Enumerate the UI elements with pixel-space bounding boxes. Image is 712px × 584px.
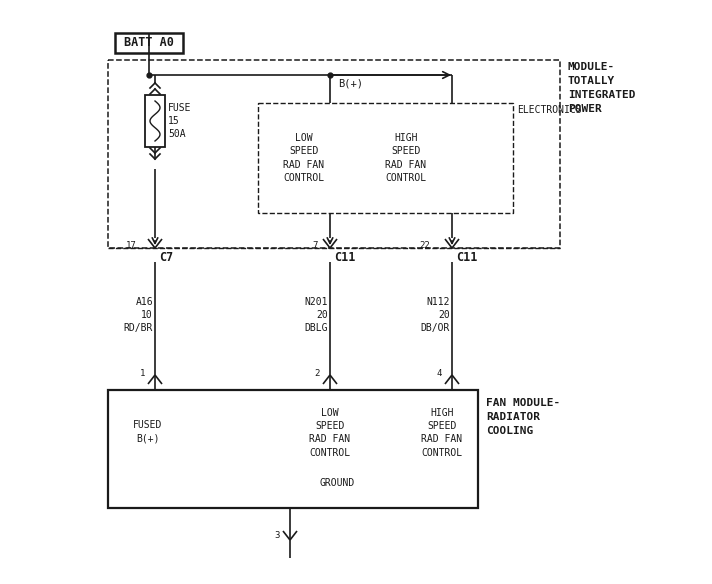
Bar	[258, 103, 513, 213]
Text: 4: 4	[436, 369, 442, 377]
Text: BATT A0: BATT A0	[124, 36, 174, 50]
Text: 17: 17	[126, 241, 137, 249]
Text: N201
20
DBLG: N201 20 DBLG	[305, 297, 328, 333]
Text: HIGH
SPEED
RAD FAN
CONTROL: HIGH SPEED RAD FAN CONTROL	[422, 408, 463, 458]
Text: 2: 2	[315, 369, 320, 377]
Text: MODULE-
TOTALLY
INTEGRATED
POWER: MODULE- TOTALLY INTEGRATED POWER	[568, 62, 636, 114]
Text: C11: C11	[334, 251, 355, 264]
Text: GROUND: GROUND	[320, 478, 355, 488]
Text: FUSED
B(+): FUSED B(+)	[133, 420, 162, 443]
Text: HIGH
SPEED
RAD FAN
CONTROL: HIGH SPEED RAD FAN CONTROL	[385, 133, 426, 183]
Text: FAN MODULE-
RADIATOR
COOLING: FAN MODULE- RADIATOR COOLING	[486, 398, 560, 436]
Text: B(+): B(+)	[338, 79, 363, 89]
Text: N112
20
DB/OR: N112 20 DB/OR	[421, 297, 450, 333]
Text: LOW
SPEED
RAD FAN
CONTROL: LOW SPEED RAD FAN CONTROL	[310, 408, 350, 458]
Text: 22: 22	[419, 241, 430, 249]
Text: C7: C7	[159, 251, 173, 264]
Text: LOW
SPEED
RAD FAN
CONTROL: LOW SPEED RAD FAN CONTROL	[283, 133, 325, 183]
Text: 7: 7	[313, 241, 318, 249]
Text: A16
10
RD/BR: A16 10 RD/BR	[124, 297, 153, 333]
Text: 1: 1	[140, 369, 145, 377]
Text: FUSE
15
50A: FUSE 15 50A	[168, 103, 192, 139]
Bar	[145, 95, 165, 147]
Text: 3: 3	[275, 531, 280, 541]
Bar	[115, 33, 183, 53]
Text: C11: C11	[456, 251, 477, 264]
Text: ELECTRONICS: ELECTRONICS	[517, 105, 582, 115]
Bar	[108, 60, 560, 248]
Bar	[108, 390, 478, 508]
